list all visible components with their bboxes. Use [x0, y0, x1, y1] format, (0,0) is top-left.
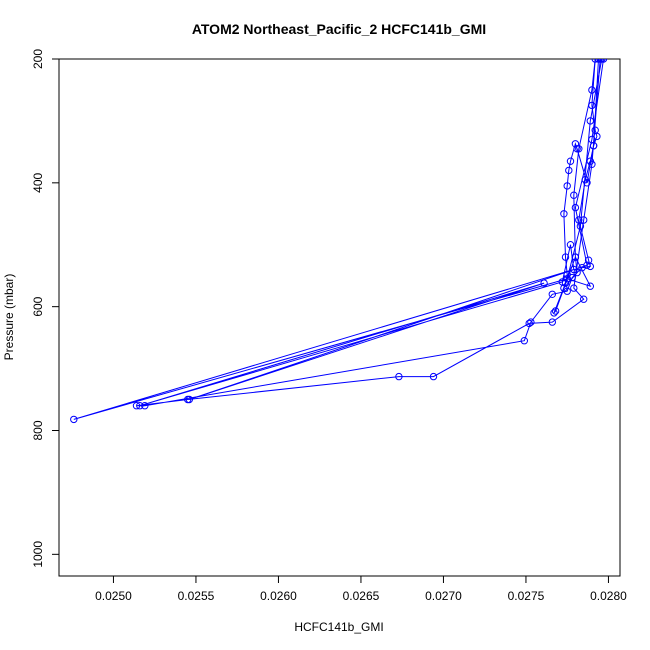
y-tick-label: 800: [31, 420, 45, 440]
data-point: [141, 402, 149, 410]
data-point: [602, 25, 608, 31]
data-point: [586, 262, 594, 271]
data-point: [565, 166, 573, 175]
x-tick-label: 0.0250: [95, 589, 132, 603]
data-point: [185, 395, 194, 404]
data-point: [561, 279, 570, 287]
data-point: [561, 253, 570, 261]
data-point: [548, 318, 556, 326]
series-line: [73, 59, 604, 420]
data-point: [586, 117, 594, 125]
plot-frame: [58, 58, 621, 577]
data-point: [583, 179, 591, 187]
data-point: [588, 160, 596, 169]
x-axis-label: HCFC141b_GMI: [294, 620, 383, 634]
data-point: [566, 157, 575, 165]
y-axis: 200 400 600 800 1000: [31, 49, 60, 568]
data-point: [580, 295, 588, 303]
series-1: [132, 25, 604, 410]
data-point: [576, 222, 585, 230]
data-point: [571, 203, 580, 212]
data-point: [594, 59, 603, 63]
data-point: [588, 86, 596, 94]
x-tick-label: 0.0255: [178, 589, 215, 603]
data-point: [551, 307, 560, 315]
series-3: [70, 25, 608, 424]
x-axis: 0.0250 0.0255 0.0260 0.0265 0.0270 0.0275 0.02…: [95, 575, 627, 603]
data-point: [560, 210, 568, 218]
x-tick-label: 0.0280: [590, 589, 627, 603]
data-point: [586, 282, 594, 290]
x-tick-label: 0.0270: [425, 589, 462, 603]
data-point: [575, 145, 583, 153]
data-point: [570, 265, 578, 274]
data-point: [599, 59, 608, 63]
data-point: [566, 241, 575, 249]
y-tick-label: 1000: [31, 541, 45, 568]
y-axis-label: Pressure (mbar): [2, 274, 16, 361]
data-point: [540, 279, 548, 287]
data-point: [132, 402, 141, 410]
data-point: [595, 25, 601, 31]
data-series-group: [70, 25, 608, 424]
x-tick-label: 0.0260: [260, 589, 297, 603]
data-point: [548, 290, 556, 298]
data-point: [597, 25, 603, 31]
series-line: [136, 59, 601, 407]
data-point: [525, 319, 533, 328]
data-point: [558, 278, 566, 286]
data-point: [571, 253, 580, 261]
data-point: [395, 372, 403, 381]
data-point: [136, 402, 144, 410]
data-point: [570, 191, 578, 199]
series-2: [550, 25, 608, 317]
data-point: [70, 415, 78, 424]
data-point: [550, 309, 558, 317]
data-point: [429, 372, 438, 381]
data-point: [527, 318, 535, 326]
data-point: [583, 261, 591, 269]
y-tick-label: 600: [31, 296, 45, 316]
x-tick-label: 0.0275: [508, 589, 545, 603]
data-point: [520, 337, 528, 345]
data-point: [570, 284, 578, 292]
chart-title: ATOM2 Northeast_Pacific_2 HCFC141b_GMI: [192, 21, 486, 37]
y-tick-label: 400: [31, 173, 45, 193]
x-tick-label: 0.0265: [343, 589, 380, 603]
data-point: [563, 182, 571, 190]
data-point: [588, 135, 596, 144]
y-tick-label: 200: [31, 49, 45, 69]
data-point: [571, 140, 580, 148]
